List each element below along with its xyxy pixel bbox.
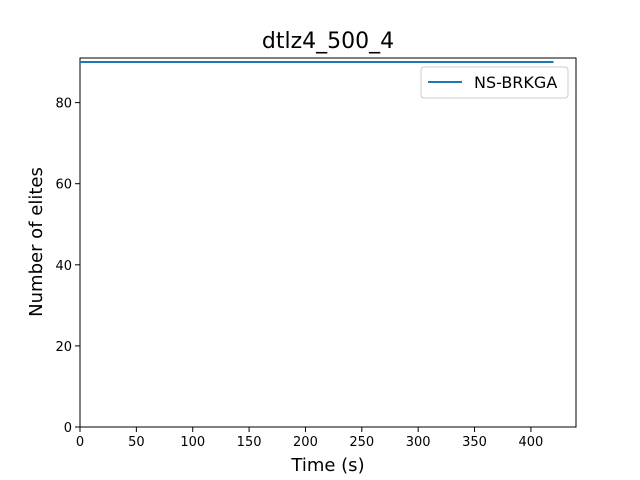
x-tick-label: 150 bbox=[237, 435, 262, 450]
y-tick-label: 60 bbox=[55, 178, 72, 193]
x-tick-label: 300 bbox=[406, 435, 431, 450]
legend-label-ns-brkga: NS-BRKGA bbox=[474, 73, 557, 92]
legend: NS-BRKGA bbox=[420, 66, 569, 99]
x-axis-label: Time (s) bbox=[290, 455, 364, 476]
plot-area bbox=[79, 57, 577, 428]
y-axis-ticks: 0 20 40 60 80 bbox=[55, 97, 80, 436]
y-tick-label: 80 bbox=[55, 97, 72, 112]
plot-frame bbox=[79, 57, 577, 428]
y-tick-label: 0 bbox=[64, 421, 72, 436]
x-tick-label: 0 bbox=[76, 435, 84, 450]
x-axis-ticks: 0 50 100 150 200 250 300 350 400 bbox=[76, 427, 543, 450]
y-tick-label: 40 bbox=[55, 259, 72, 274]
y-axis-label: Number of elites bbox=[26, 167, 47, 317]
x-tick-label: 100 bbox=[180, 435, 205, 450]
y-tick-label: 20 bbox=[55, 340, 72, 355]
x-tick-label: 350 bbox=[462, 435, 487, 450]
chart-title: dtlz4_500_4 bbox=[262, 29, 394, 54]
x-tick-label: 50 bbox=[128, 435, 145, 450]
legend-box bbox=[420, 66, 569, 99]
x-tick-label: 250 bbox=[349, 435, 374, 450]
x-tick-label: 400 bbox=[518, 435, 543, 450]
x-tick-label: 200 bbox=[293, 435, 318, 450]
